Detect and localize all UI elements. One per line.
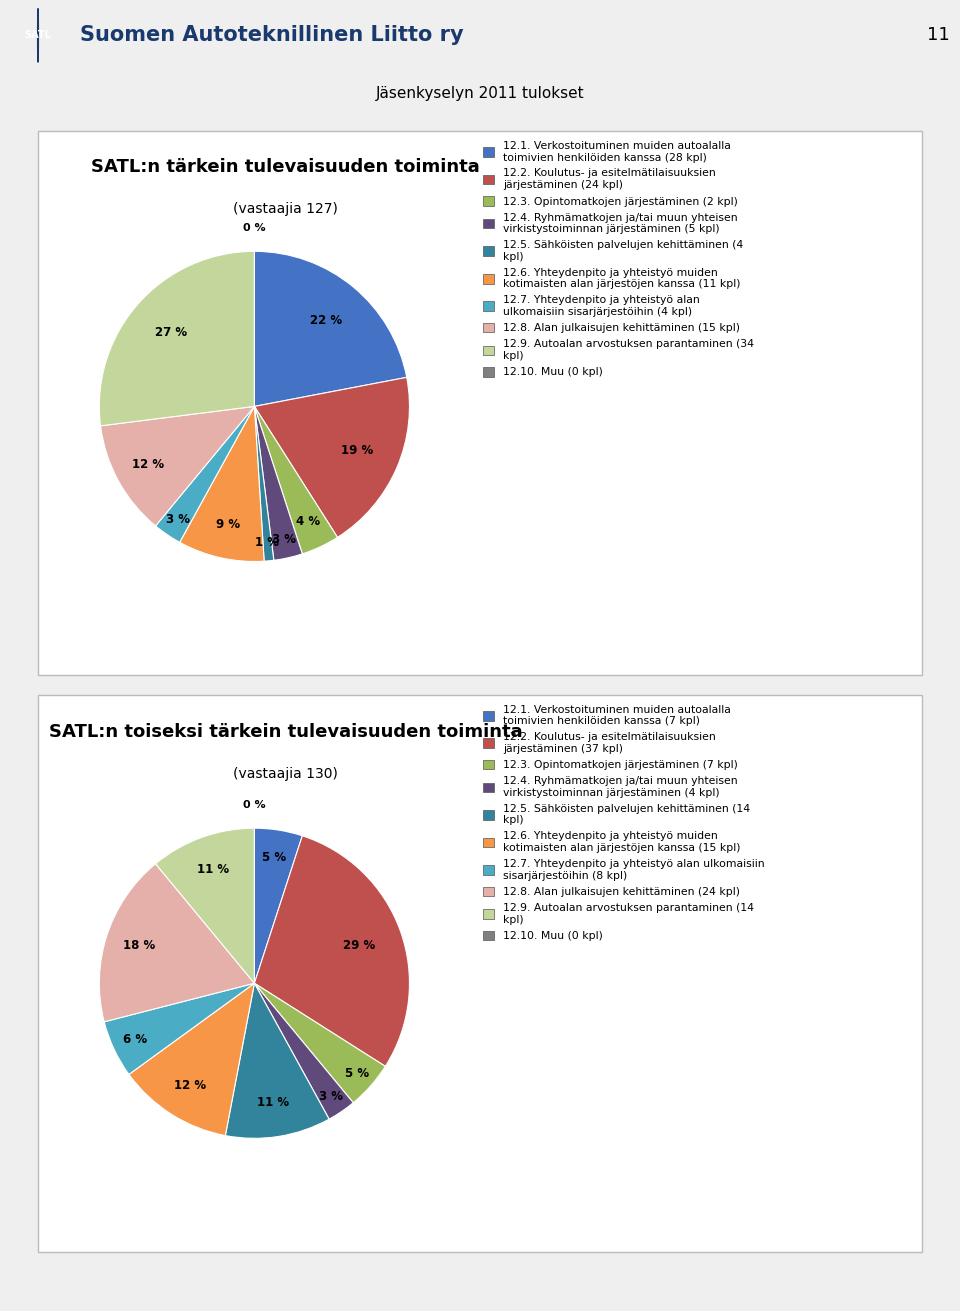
Text: 11 %: 11 % (257, 1096, 289, 1109)
Wedge shape (226, 983, 329, 1138)
Text: SATL:n tärkein tulevaisuuden toiminta: SATL:n tärkein tulevaisuuden toiminta (91, 159, 480, 176)
Wedge shape (254, 983, 385, 1103)
Text: 0 %: 0 % (243, 800, 266, 810)
Text: 27 %: 27 % (155, 326, 186, 340)
Wedge shape (254, 836, 410, 1066)
Text: (vastaajia 130): (vastaajia 130) (233, 767, 338, 781)
Wedge shape (254, 406, 338, 553)
Text: 11 %: 11 % (198, 863, 229, 876)
Wedge shape (254, 252, 407, 406)
Legend: 12.1. Verkostoituminen muiden autoalalla
toimivien henkilöiden kanssa (28 kpl), : 12.1. Verkostoituminen muiden autoalalla… (481, 139, 756, 380)
Text: 4 %: 4 % (297, 515, 321, 528)
Wedge shape (101, 406, 254, 526)
Wedge shape (254, 406, 274, 561)
Text: 5 %: 5 % (262, 851, 286, 864)
Text: 29 %: 29 % (344, 939, 375, 952)
Text: 3 %: 3 % (166, 513, 190, 526)
Text: 11: 11 (927, 26, 950, 45)
Text: 1 %: 1 % (255, 536, 279, 549)
Text: Jäsenkyselyn 2011 tulokset: Jäsenkyselyn 2011 tulokset (375, 85, 585, 101)
Wedge shape (254, 378, 410, 538)
Text: 9 %: 9 % (216, 518, 240, 531)
Text: SATL:n toiseksi tärkein tulevaisuuden toiminta: SATL:n toiseksi tärkein tulevaisuuden to… (49, 722, 522, 741)
Text: 18 %: 18 % (123, 940, 156, 952)
Wedge shape (156, 829, 254, 983)
Wedge shape (254, 983, 353, 1120)
Text: Suomen Autoteknillinen Liitto ry: Suomen Autoteknillinen Liitto ry (80, 25, 464, 46)
Wedge shape (180, 406, 264, 561)
Text: 12 %: 12 % (132, 458, 164, 471)
Wedge shape (99, 252, 254, 426)
Text: 3 %: 3 % (319, 1089, 343, 1103)
Text: 19 %: 19 % (341, 444, 373, 458)
Wedge shape (254, 406, 302, 560)
Text: 0 %: 0 % (243, 223, 266, 233)
Text: 22 %: 22 % (309, 313, 342, 326)
Text: (vastaajia 127): (vastaajia 127) (233, 202, 338, 216)
Text: 5 %: 5 % (345, 1067, 369, 1080)
Wedge shape (99, 864, 254, 1021)
Text: 6 %: 6 % (123, 1033, 147, 1046)
Text: SATL: SATL (25, 30, 52, 41)
Wedge shape (156, 406, 254, 543)
Wedge shape (254, 829, 302, 983)
Legend: 12.1. Verkostoituminen muiden autoalalla
toimivien henkilöiden kanssa (7 kpl), 1: 12.1. Verkostoituminen muiden autoalalla… (481, 703, 766, 944)
Wedge shape (129, 983, 254, 1135)
Text: 12 %: 12 % (174, 1079, 205, 1092)
Text: 3 %: 3 % (273, 534, 297, 547)
Wedge shape (105, 983, 254, 1075)
